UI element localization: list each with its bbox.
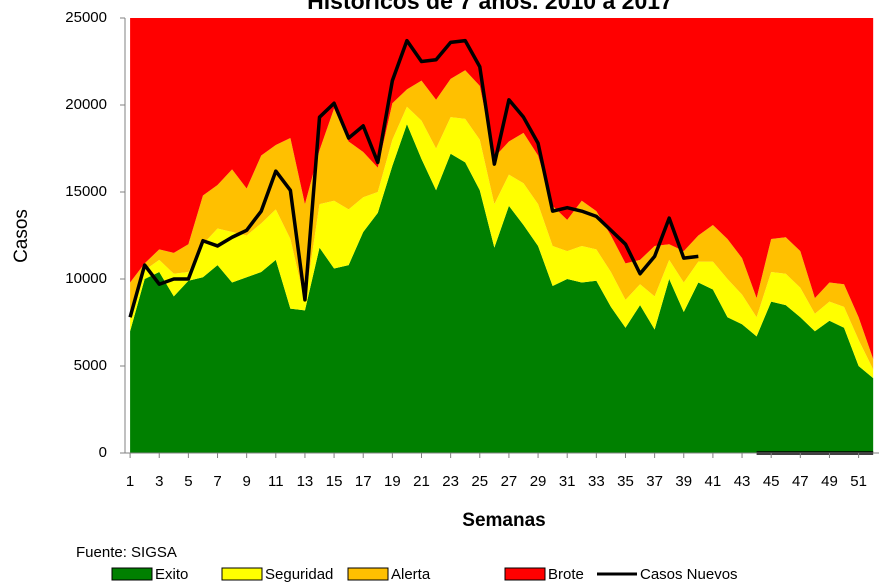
x-tick-label: 29 <box>530 473 547 490</box>
legend-label: Exito <box>155 566 188 583</box>
legend-swatch <box>221 567 263 581</box>
legend-swatch <box>504 567 546 581</box>
x-tick-label: 39 <box>675 473 692 490</box>
area-segment <box>130 124 874 453</box>
area-segment <box>130 18 874 360</box>
legend-label: Seguridad <box>265 566 333 583</box>
y-tick-label: 0 <box>99 444 107 461</box>
y-tick-label: 5000 <box>74 357 107 374</box>
legend-swatch <box>347 567 389 581</box>
x-tick-label: 3 <box>155 473 163 490</box>
y-axis-label: Casos <box>11 209 32 263</box>
x-tick-label: 11 <box>268 473 284 490</box>
x-tick-label: 19 <box>384 473 401 490</box>
x-tick-label: 37 <box>646 473 663 490</box>
y-tick-label: 20000 <box>65 96 107 113</box>
legend-label: Casos Nuevos <box>640 566 738 583</box>
x-tick-label: 41 <box>705 473 722 490</box>
x-tick-label: 51 <box>850 473 867 490</box>
x-tick-label: 7 <box>213 473 221 490</box>
x-tick-label: 31 <box>559 473 576 490</box>
x-tick-label: 5 <box>184 473 192 490</box>
source-note: Fuente: SIGSA <box>76 544 177 561</box>
x-tick-label: 13 <box>297 473 314 490</box>
y-tick-label: 25000 <box>65 9 107 26</box>
x-tick-label: 17 <box>355 473 372 490</box>
x-tick-label: 15 <box>326 473 343 490</box>
legend-swatch <box>111 567 153 581</box>
x-tick-label: 43 <box>734 473 751 490</box>
x-tick-label: 27 <box>501 473 518 490</box>
x-tick-label: 33 <box>588 473 605 490</box>
x-tick-label: 25 <box>471 473 488 490</box>
x-tick-label: 45 <box>763 473 780 490</box>
y-tick-label: 10000 <box>65 270 107 287</box>
x-tick-label: 21 <box>413 473 430 490</box>
y-tick-label: 15000 <box>65 183 107 200</box>
chart-title: Históricos de 7 años. 2010 a 2017 <box>307 0 673 14</box>
legend-label: Alerta <box>391 566 431 583</box>
legend-label: Brote <box>548 566 584 583</box>
area-segment <box>130 106 874 379</box>
x-axis-label: Semanas <box>462 510 545 531</box>
legend: Exito Seguridad Alerta Brote Casos Nuevos <box>111 566 738 583</box>
x-tick-label: 1 <box>126 473 134 490</box>
x-tick-label: 47 <box>792 473 809 490</box>
x-tick-label: 49 <box>821 473 838 490</box>
x-tick-label: 35 <box>617 473 634 490</box>
x-tick-label: 23 <box>442 473 459 490</box>
plot-area <box>128 18 874 455</box>
x-tick-label: 9 <box>242 473 250 490</box>
